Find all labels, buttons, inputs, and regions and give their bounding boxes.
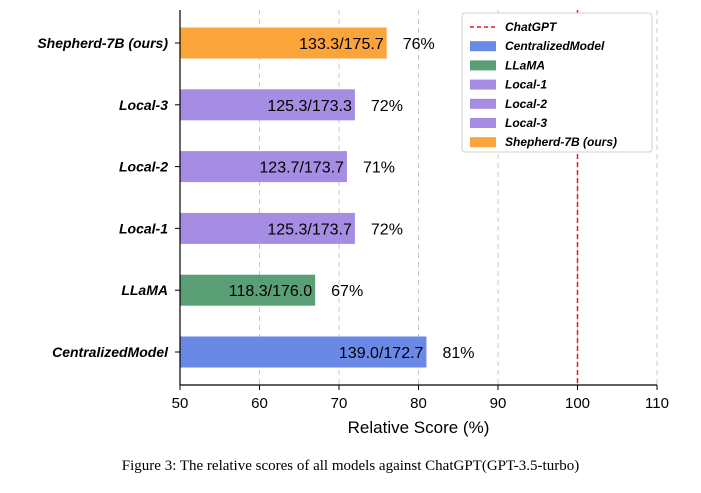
percent-label: 76% bbox=[403, 36, 435, 53]
legend-swatch bbox=[470, 60, 496, 71]
legend-label: Local-3 bbox=[505, 116, 547, 130]
category-label: Local-2 bbox=[119, 159, 168, 175]
legend-label: Shepherd-7B (ours) bbox=[505, 135, 617, 149]
x-tick-label: 80 bbox=[410, 395, 427, 412]
percent-label: 72% bbox=[371, 221, 403, 238]
figure-caption: Figure 3: The relative scores of all mod… bbox=[121, 458, 580, 474]
legend-swatch bbox=[470, 118, 496, 128]
bar-value-label: 123.7/173.7 bbox=[259, 160, 344, 177]
x-axis-title: Relative Score (%) bbox=[348, 418, 490, 437]
bar-llama bbox=[180, 274, 316, 306]
x-tick-label: 50 bbox=[172, 395, 189, 412]
legend-label: Local-1 bbox=[505, 78, 547, 92]
legend-swatch bbox=[470, 41, 496, 52]
category-label: Shepherd-7B (ours) bbox=[37, 35, 168, 51]
legend-label: LLaMA bbox=[505, 58, 545, 72]
x-tick-label: 110 bbox=[645, 395, 669, 412]
percent-label: 81% bbox=[442, 345, 474, 362]
percent-label: 67% bbox=[331, 283, 363, 300]
bar-chart: 50 60 70 80 90 100 110 139.0/172.7 81% Centraliz… bbox=[37, 10, 669, 437]
category-label: LLaMA bbox=[121, 282, 168, 298]
bar-shepherd-7b-ours- bbox=[180, 27, 387, 59]
x-tick-label: 100 bbox=[565, 395, 590, 412]
percent-label: 71% bbox=[363, 160, 395, 177]
x-tick-label: 70 bbox=[331, 395, 348, 412]
bars-layer bbox=[180, 27, 427, 368]
axis-layer: 50 60 70 80 90 100 110 bbox=[172, 10, 669, 412]
legend-label: CentralizedModel bbox=[505, 39, 605, 53]
category-label: Local-1 bbox=[119, 220, 168, 236]
bar-local-3 bbox=[180, 89, 355, 121]
legend-swatch bbox=[470, 98, 496, 109]
legend-label: ChatGPT bbox=[505, 20, 558, 34]
legend-box bbox=[461, 12, 653, 153]
legend-label: Local-2 bbox=[505, 97, 547, 111]
bar-value-label: 133.3/175.7 bbox=[299, 36, 384, 53]
category-label: Local-3 bbox=[119, 97, 168, 113]
bar-value-label: 118.3/176.0 bbox=[229, 283, 312, 300]
bar-local-2 bbox=[180, 151, 347, 183]
labels-layer: 139.0/172.7 81% CentralizedModel 118.3/176.… bbox=[37, 35, 474, 362]
bar-value-label: 125.3/173.7 bbox=[267, 221, 352, 238]
legend: ChatGPT CentralizedModel LLaMA Local-1 Local… bbox=[461, 12, 653, 153]
bar-value-label: 139.0/172.7 bbox=[339, 345, 424, 362]
percent-label: 72% bbox=[371, 98, 403, 115]
bar-centralizedmodel bbox=[180, 336, 427, 368]
legend-swatch bbox=[470, 137, 496, 148]
bar-local-1 bbox=[180, 212, 355, 244]
category-label: CentralizedModel bbox=[52, 344, 169, 360]
bar-value-label: 125.3/173.3 bbox=[267, 98, 352, 115]
legend-swatch bbox=[470, 79, 496, 90]
x-tick-label: 90 bbox=[490, 395, 507, 412]
x-tick-label: 60 bbox=[251, 395, 268, 412]
